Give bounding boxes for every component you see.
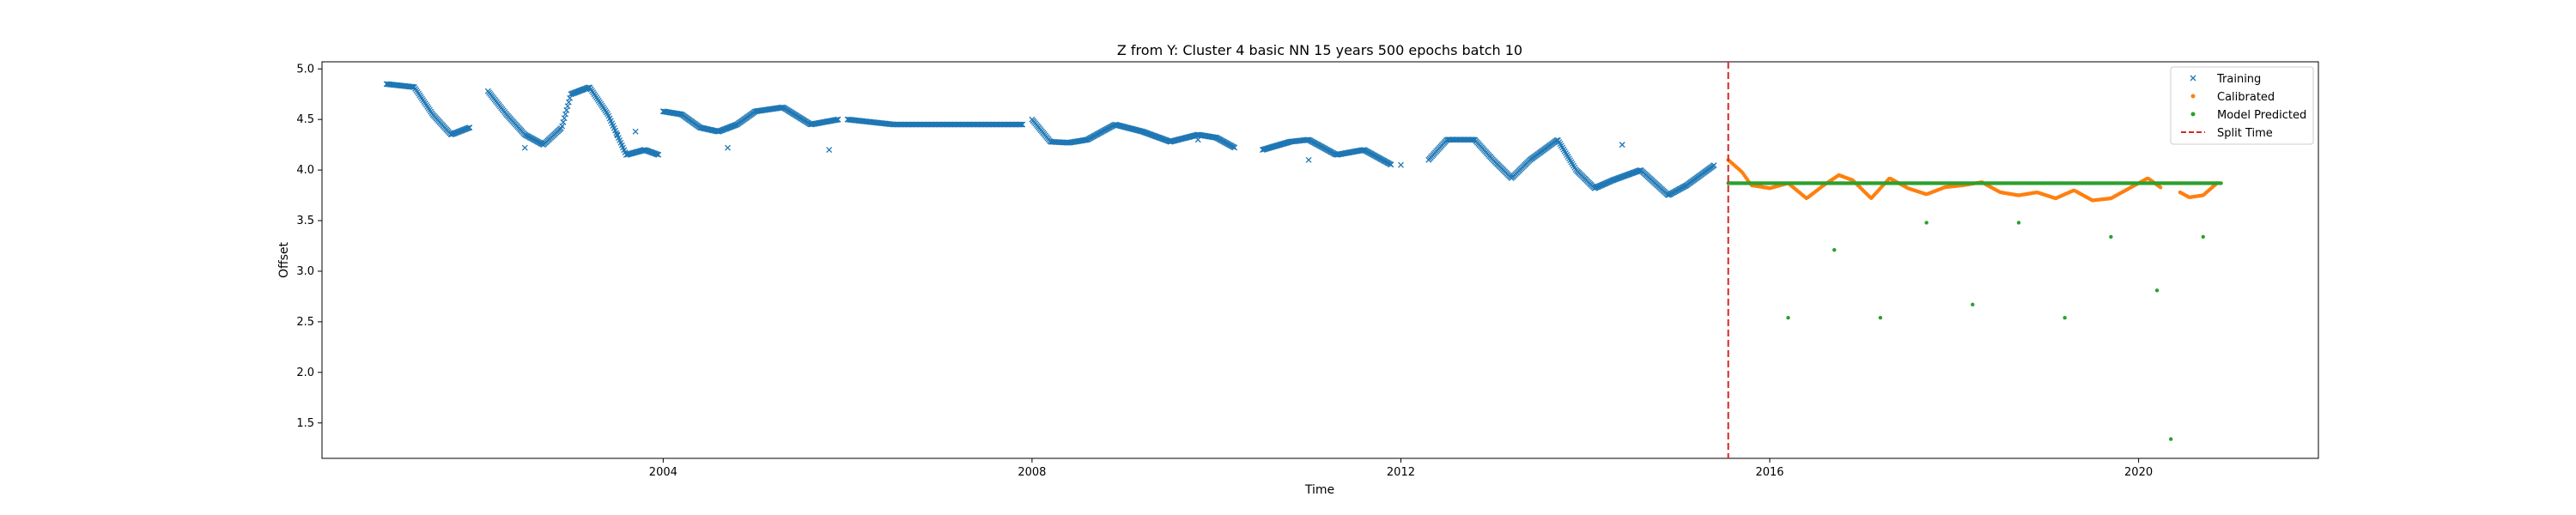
training-point [835, 116, 841, 123]
y-tick-label: 4.5 [296, 113, 314, 126]
y-tick-label: 2.5 [296, 316, 314, 329]
legend-marker-calibrated [2190, 94, 2196, 99]
predicted-point [1878, 315, 1883, 320]
training-point [832, 117, 839, 124]
x-axis: 2004 2008 2012 2016 2020 [649, 458, 2153, 479]
legend: Training Calibrated Model Predicted Split T… [2170, 66, 2314, 145]
training-point [1017, 121, 1024, 128]
y-tick-label: 1.5 [296, 417, 314, 430]
predicted-point [2016, 221, 2021, 225]
predicted-point [2154, 288, 2160, 293]
training-point [1194, 136, 1201, 143]
predicted-point [2109, 234, 2113, 239]
series-model-predicted [1726, 181, 2223, 441]
x-tick-label: 2020 [2124, 466, 2153, 479]
series-training [383, 81, 1717, 198]
legend-label: Split Time [2217, 127, 2273, 140]
training-point [1619, 142, 1625, 148]
training-point [1388, 161, 1394, 168]
y-tick-label: 3.5 [296, 215, 314, 227]
training-point [1019, 121, 1026, 128]
series-calibrated [1726, 158, 2220, 203]
training-point [1231, 144, 1238, 151]
training-point [1710, 162, 1717, 168]
predicted-point [1786, 315, 1790, 320]
training-point [725, 144, 731, 151]
y-tick-label: 4.0 [296, 164, 314, 177]
y-tick-label: 3.0 [296, 265, 314, 278]
training-point [614, 131, 621, 138]
plot-frame [321, 61, 2319, 459]
x-tick-label: 2004 [649, 466, 677, 479]
training-point [466, 124, 473, 131]
x-tick-label: 2008 [1018, 466, 1046, 479]
x-axis-label: Time [1304, 483, 1334, 497]
training-point [1018, 121, 1024, 128]
training-point [1305, 156, 1312, 163]
predicted-point [2063, 315, 2067, 320]
training-point [834, 117, 841, 123]
predicted-point [1832, 248, 1837, 252]
predicted-point [1924, 221, 1929, 225]
training-point [655, 151, 662, 158]
training-point [826, 147, 833, 153]
predicted-point [2168, 437, 2173, 441]
legend-marker-training [2190, 75, 2196, 82]
plot-area [383, 62, 2223, 458]
predicted-point [2201, 234, 2205, 239]
x-tick-label: 2016 [1755, 466, 1783, 479]
training-point [778, 104, 785, 111]
predicted-point [2219, 181, 2223, 185]
legend-label: Model Predicted [2217, 109, 2306, 122]
training-point [1398, 161, 1404, 168]
legend-box [2170, 66, 2314, 145]
chart-title: Z from Y: Cluster 4 basic NN 15 years 50… [1117, 42, 1522, 58]
x-tick-label: 2012 [1387, 466, 1415, 479]
training-point [521, 144, 528, 151]
training-point [632, 128, 639, 135]
legend-label: Calibrated [2217, 91, 2275, 104]
predicted-point [1971, 302, 1975, 307]
training-point [409, 83, 416, 90]
y-tick-label: 2.0 [296, 367, 314, 379]
y-tick-label: 5.0 [296, 63, 314, 76]
legend-label: Training [2216, 73, 2261, 86]
legend-marker-model-predicted [2190, 112, 2196, 117]
calibrated-point [2158, 185, 2163, 190]
y-axis: 1.5 2.0 2.5 3.0 3.5 4.0 4.5 5.0 [296, 63, 322, 430]
training-point [1082, 136, 1089, 143]
training-point [1469, 136, 1476, 143]
y-axis-label: Offset [277, 241, 291, 278]
